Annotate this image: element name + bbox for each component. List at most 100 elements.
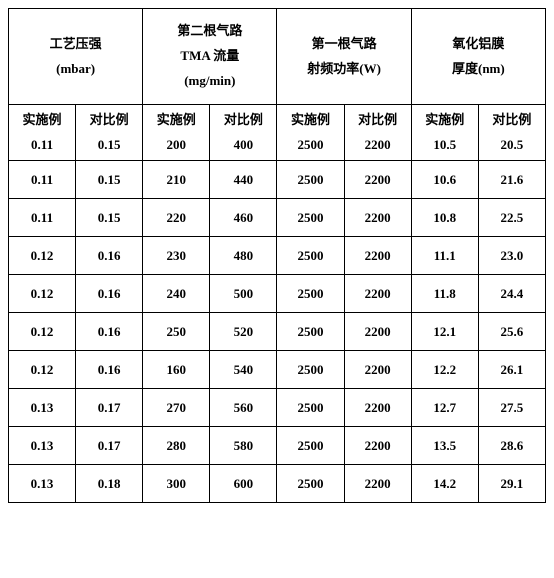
table-cell: 440 xyxy=(210,161,277,199)
sub-label: 对比例 xyxy=(76,108,142,133)
header-line: 第一根气路 xyxy=(277,32,410,57)
table-cell: 2200 xyxy=(344,427,411,465)
table-cell: 2500 xyxy=(277,465,344,503)
header-line: 氧化铝膜 xyxy=(412,32,545,57)
table-cell: 2500 xyxy=(277,275,344,313)
sub-label: 实施例 xyxy=(277,108,343,133)
table-cell: 300 xyxy=(143,465,210,503)
table-cell: 27.5 xyxy=(478,389,545,427)
subheader-compare: 对比例 2200 xyxy=(344,105,411,161)
sub-label: 对比例 xyxy=(210,108,276,133)
table-cell: 0.16 xyxy=(76,237,143,275)
table-cell: 21.6 xyxy=(478,161,545,199)
header-group-row: 工艺压强 (mbar) 第二根气路 TMA 流量 (mg/min) 第一根气路 … xyxy=(9,9,546,105)
table-row: 0.130.172705602500220012.727.5 xyxy=(9,389,546,427)
sub-label: 对比例 xyxy=(345,108,411,133)
table-row: 0.130.183006002500220014.229.1 xyxy=(9,465,546,503)
first-value: 200 xyxy=(143,133,209,158)
first-value: 400 xyxy=(210,133,276,158)
header-line: 射频功率(W) xyxy=(277,57,410,82)
table-cell: 580 xyxy=(210,427,277,465)
first-value: 2200 xyxy=(345,133,411,158)
table-cell: 12.2 xyxy=(411,351,478,389)
table-cell: 0.11 xyxy=(9,199,76,237)
table-cell: 220 xyxy=(143,199,210,237)
table-cell: 0.16 xyxy=(76,275,143,313)
table-row: 0.120.162304802500220011.123.0 xyxy=(9,237,546,275)
subheader-example: 实施例 0.11 xyxy=(9,105,76,161)
table-cell: 2200 xyxy=(344,389,411,427)
table-cell: 160 xyxy=(143,351,210,389)
first-value: 10.5 xyxy=(412,133,478,158)
header-rf-power: 第一根气路 射频功率(W) xyxy=(277,9,411,105)
table-cell: 0.11 xyxy=(9,161,76,199)
header-line: TMA 流量 xyxy=(143,44,276,69)
table-cell: 24.4 xyxy=(478,275,545,313)
table-cell: 10.6 xyxy=(411,161,478,199)
sub-label: 对比例 xyxy=(479,108,545,133)
table-cell: 0.12 xyxy=(9,313,76,351)
table-row: 0.120.162505202500220012.125.6 xyxy=(9,313,546,351)
table-cell: 25.6 xyxy=(478,313,545,351)
table-cell: 560 xyxy=(210,389,277,427)
header-line: (mbar) xyxy=(9,57,142,82)
table-cell: 230 xyxy=(143,237,210,275)
table-cell: 520 xyxy=(210,313,277,351)
data-table: 工艺压强 (mbar) 第二根气路 TMA 流量 (mg/min) 第一根气路 … xyxy=(8,8,546,503)
table-cell: 2500 xyxy=(277,389,344,427)
table-cell: 2500 xyxy=(277,161,344,199)
header-line: 工艺压强 xyxy=(9,32,142,57)
table-cell: 0.15 xyxy=(76,161,143,199)
header-tma-flow: 第二根气路 TMA 流量 (mg/min) xyxy=(143,9,277,105)
table-cell: 0.16 xyxy=(76,313,143,351)
table-cell: 14.2 xyxy=(411,465,478,503)
table-cell: 210 xyxy=(143,161,210,199)
table-cell: 500 xyxy=(210,275,277,313)
table-cell: 280 xyxy=(143,427,210,465)
table-cell: 12.7 xyxy=(411,389,478,427)
table-cell: 240 xyxy=(143,275,210,313)
table-cell: 460 xyxy=(210,199,277,237)
table-cell: 13.5 xyxy=(411,427,478,465)
table-cell: 2500 xyxy=(277,237,344,275)
table-cell: 480 xyxy=(210,237,277,275)
table-cell: 2200 xyxy=(344,199,411,237)
table-cell: 2500 xyxy=(277,199,344,237)
table-cell: 11.1 xyxy=(411,237,478,275)
table-row: 0.120.161605402500220012.226.1 xyxy=(9,351,546,389)
table-body: 0.110.152104402500220010.621.60.110.1522… xyxy=(9,161,546,503)
sub-label: 实施例 xyxy=(412,108,478,133)
table-cell: 2500 xyxy=(277,427,344,465)
table-cell: 11.8 xyxy=(411,275,478,313)
table-cell: 2200 xyxy=(344,465,411,503)
table-cell: 0.13 xyxy=(9,465,76,503)
table-cell: 0.15 xyxy=(76,199,143,237)
table-cell: 23.0 xyxy=(478,237,545,275)
table-cell: 2200 xyxy=(344,313,411,351)
subheader-compare: 对比例 400 xyxy=(210,105,277,161)
table-cell: 26.1 xyxy=(478,351,545,389)
table-row: 0.130.172805802500220013.528.6 xyxy=(9,427,546,465)
table-cell: 600 xyxy=(210,465,277,503)
table-cell: 0.17 xyxy=(76,389,143,427)
table-cell: 0.12 xyxy=(9,275,76,313)
header-process-pressure: 工艺压强 (mbar) xyxy=(9,9,143,105)
header-line: (mg/min) xyxy=(143,69,276,94)
table-cell: 22.5 xyxy=(478,199,545,237)
subheader-compare: 对比例 20.5 xyxy=(478,105,545,161)
first-value: 20.5 xyxy=(479,133,545,158)
subheader-example: 实施例 200 xyxy=(143,105,210,161)
table-cell: 0.12 xyxy=(9,351,76,389)
table-cell: 0.12 xyxy=(9,237,76,275)
sub-label: 实施例 xyxy=(143,108,209,133)
subheader-example: 实施例 2500 xyxy=(277,105,344,161)
table-cell: 2500 xyxy=(277,313,344,351)
table-row: 0.110.152104402500220010.621.6 xyxy=(9,161,546,199)
table-cell: 12.1 xyxy=(411,313,478,351)
table-cell: 2200 xyxy=(344,275,411,313)
table-cell: 0.18 xyxy=(76,465,143,503)
header-sub-row: 实施例 0.11 对比例 0.15 实施例 200 对比例 400 实施例 25… xyxy=(9,105,546,161)
first-value: 2500 xyxy=(277,133,343,158)
table-cell: 270 xyxy=(143,389,210,427)
subheader-compare: 对比例 0.15 xyxy=(76,105,143,161)
